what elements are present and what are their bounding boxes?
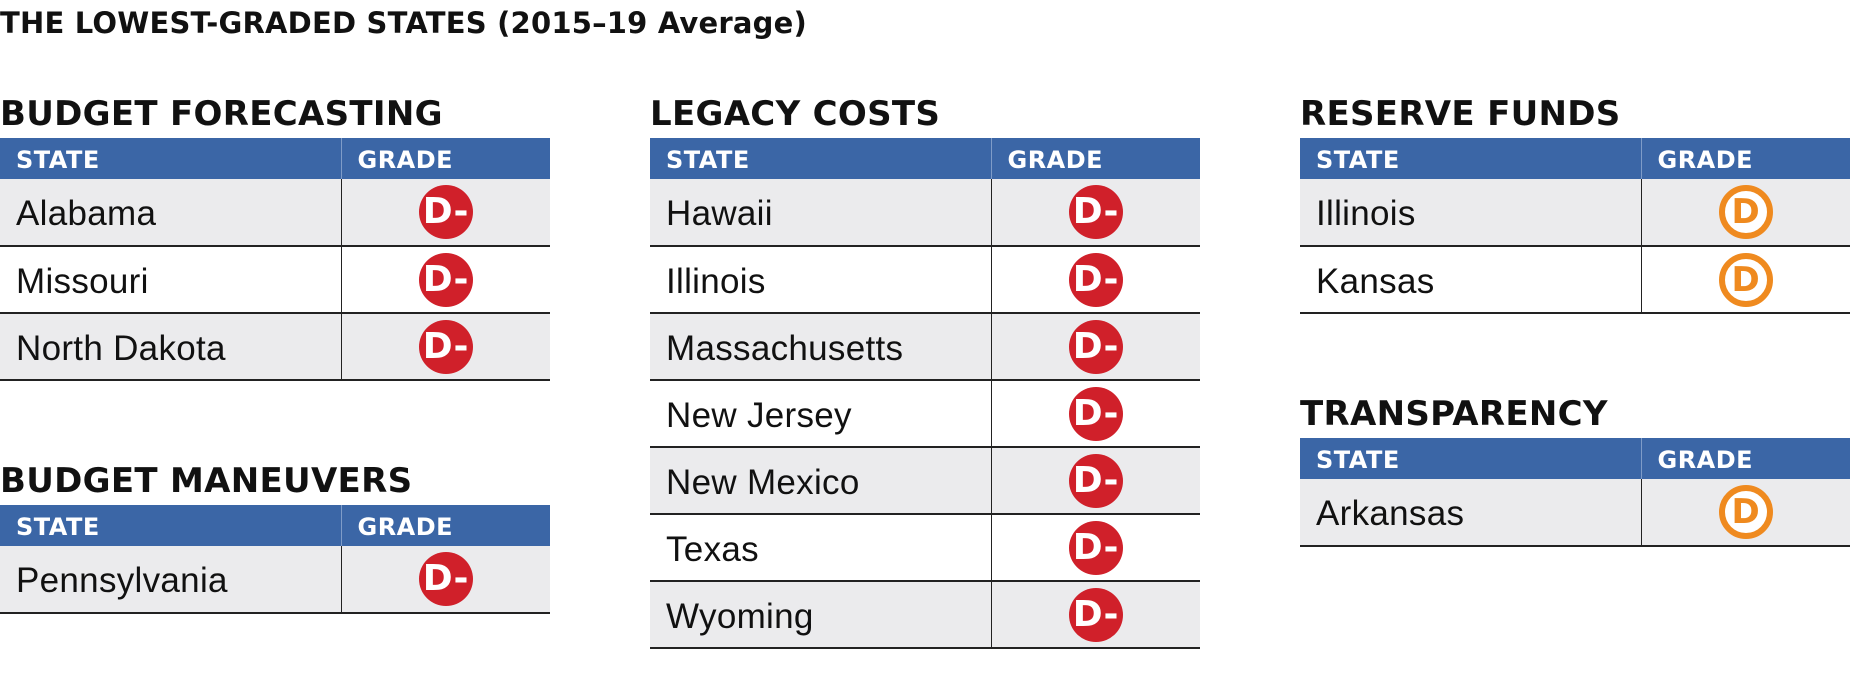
grade-d-minus-badge: D- <box>418 552 473 606</box>
table-header-row: STATE GRADE <box>0 138 550 179</box>
table-row: Wyoming D- <box>650 581 1200 649</box>
state-name: Missouri <box>0 246 341 314</box>
section-legacy-costs: LEGACY COSTS STATE GRADE Hawaii D- Illin… <box>650 90 1200 649</box>
grade-d-minus-badge: D- <box>1068 453 1123 508</box>
state-name: Kansas <box>1300 246 1641 314</box>
table-row: New Mexico D- <box>650 447 1200 515</box>
grade-column-header: GRADE <box>1640 138 1850 179</box>
state-name: New Jersey <box>650 380 991 448</box>
state-column-header: STATE <box>650 138 991 179</box>
state-name: Texas <box>650 514 991 582</box>
table-header-row: STATE GRADE <box>1300 138 1850 179</box>
state-name: Illinois <box>650 246 991 314</box>
grade-column-header: GRADE <box>990 138 1200 179</box>
state-name: New Mexico <box>650 447 991 515</box>
grade-d-badge: D <box>1718 252 1773 307</box>
state-name: Arkansas <box>1300 479 1641 547</box>
grades-table: STATE GRADE Alabama D- Missouri D- North… <box>0 138 550 381</box>
grade-d-minus-badge: D- <box>418 252 473 307</box>
state-name: Massachusetts <box>650 313 991 381</box>
grades-table: STATE GRADE Illinois D Kansas D <box>1300 138 1850 314</box>
section-title: RESERVE FUNDS <box>1300 94 1621 134</box>
section-budget-maneuvers: BUDGET MANEUVERS STATE GRADE Pennsylvani… <box>0 457 550 614</box>
state-name: Alabama <box>0 179 341 247</box>
grade-d-minus-badge: D- <box>1068 520 1123 575</box>
grade-d-minus-badge: D- <box>1068 587 1123 642</box>
table-header-row: STATE GRADE <box>0 505 550 546</box>
table-header-row: STATE GRADE <box>1300 438 1850 479</box>
grade-d-badge: D <box>1718 485 1773 539</box>
grades-table: STATE GRADE Pennsylvania D- <box>0 505 550 614</box>
section-title: LEGACY COSTS <box>650 94 941 134</box>
section-title: BUDGET FORECASTING <box>0 94 443 134</box>
grade-d-minus-badge: D- <box>1068 319 1123 374</box>
section-title: TRANSPARENCY <box>1300 394 1608 434</box>
state-column-header: STATE <box>1300 438 1641 479</box>
section-budget-forecasting: BUDGET FORECASTING STATE GRADE Alabama D… <box>0 90 550 381</box>
table-row: Hawaii D- <box>650 179 1200 247</box>
table-row: New Jersey D- <box>650 380 1200 448</box>
page-title: THE LOWEST-GRADED STATES (2015–19 Averag… <box>0 6 807 40</box>
table-row: Arkansas D <box>1300 479 1850 547</box>
grade-column-header: GRADE <box>1640 438 1850 479</box>
state-name: Wyoming <box>650 581 991 649</box>
state-column-header: STATE <box>0 138 341 179</box>
grade-column-header: GRADE <box>340 138 550 179</box>
table-row: Kansas D <box>1300 246 1850 314</box>
table-row: Alabama D- <box>0 179 550 247</box>
table-row: Pennsylvania D- <box>0 546 550 614</box>
grades-table: STATE GRADE Hawaii D- Illinois D- Massac… <box>650 138 1200 649</box>
table-row: North Dakota D- <box>0 313 550 381</box>
state-name: North Dakota <box>0 313 341 381</box>
grades-table: STATE GRADE Arkansas D <box>1300 438 1850 547</box>
grade-d-minus-badge: D- <box>418 319 473 374</box>
grade-column-header: GRADE <box>340 505 550 546</box>
table-row: Texas D- <box>650 514 1200 582</box>
grade-d-badge: D <box>1718 185 1773 239</box>
state-column-header: STATE <box>1300 138 1641 179</box>
state-name: Pennsylvania <box>0 546 341 614</box>
table-row: Missouri D- <box>0 246 550 314</box>
table-row: Illinois D <box>1300 179 1850 247</box>
table-row: Illinois D- <box>650 246 1200 314</box>
grade-d-minus-badge: D- <box>418 185 473 239</box>
grade-d-minus-badge: D- <box>1068 252 1123 307</box>
table-row: Massachusetts D- <box>650 313 1200 381</box>
section-reserve-funds: RESERVE FUNDS STATE GRADE Illinois D Kan… <box>1300 90 1850 314</box>
section-title: BUDGET MANEUVERS <box>0 461 413 501</box>
state-name: Hawaii <box>650 179 991 247</box>
state-name: Illinois <box>1300 179 1641 247</box>
table-header-row: STATE GRADE <box>650 138 1200 179</box>
section-transparency: TRANSPARENCY STATE GRADE Arkansas D <box>1300 390 1850 547</box>
state-column-header: STATE <box>0 505 341 546</box>
grade-d-minus-badge: D- <box>1068 185 1123 239</box>
grade-d-minus-badge: D- <box>1068 386 1123 441</box>
